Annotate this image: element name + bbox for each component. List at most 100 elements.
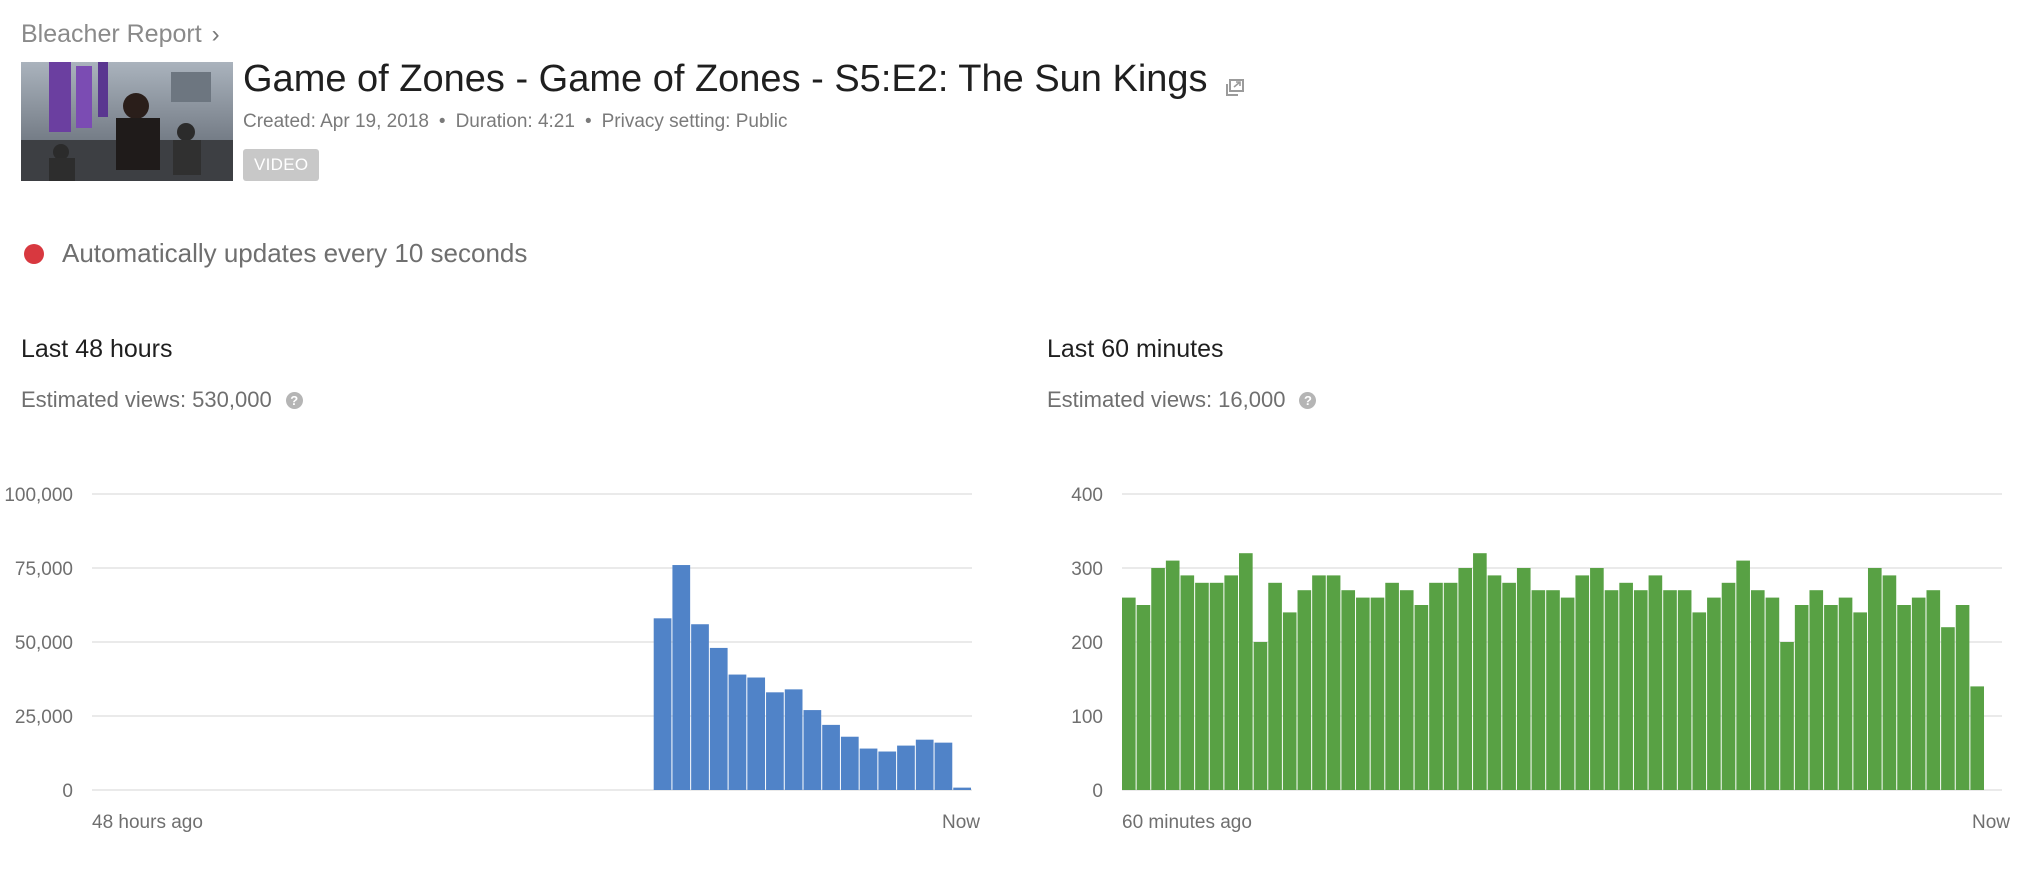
- estimated-views-60m: Estimated views: 16,000 ?: [1047, 387, 1317, 413]
- created-date: Created: Apr 19, 2018: [243, 111, 429, 132]
- bar-60m: [1926, 590, 1941, 790]
- bar-60m: [1765, 597, 1780, 790]
- bar-48h: [934, 742, 953, 790]
- x-axis-end-label: Now: [1972, 812, 2010, 833]
- breadcrumb-channel-link[interactable]: Bleacher Report: [21, 20, 202, 48]
- separator: •: [584, 111, 592, 132]
- help-icon[interactable]: ?: [285, 391, 303, 409]
- bar-48h: [953, 787, 971, 790]
- bar-60m: [1165, 560, 1180, 790]
- bar-60m: [1780, 642, 1794, 790]
- bar-60m: [1941, 627, 1955, 790]
- bar-48h: [766, 692, 784, 790]
- panel-title-48h: Last 48 hours: [21, 335, 173, 363]
- chevron-right-icon: ›: [211, 20, 220, 48]
- bar-60m: [1648, 575, 1663, 790]
- bar-60m: [1195, 582, 1209, 790]
- bar-48h: [915, 739, 934, 790]
- video-title: Game of Zones - Game of Zones - S5:E2: T…: [243, 58, 1246, 101]
- bar-60m: [1151, 568, 1165, 790]
- estimated-views-48h: Estimated views: 530,000 ?: [21, 387, 303, 413]
- bar-60m: [1911, 597, 1926, 790]
- y-tick-label: 100,000: [4, 485, 73, 506]
- bar-60m: [1282, 612, 1297, 790]
- bar-60m: [1560, 597, 1575, 790]
- bar-48h: [784, 689, 803, 790]
- bar-60m: [1341, 590, 1356, 790]
- bar-60m: [1663, 590, 1677, 790]
- panel-title-60m: Last 60 minutes: [1047, 335, 1224, 363]
- bar-48h: [709, 647, 728, 790]
- live-update-indicator: Automatically updates every 10 seconds: [24, 238, 527, 269]
- bar-48h: [803, 710, 822, 790]
- privacy-setting: Privacy setting: Public: [601, 111, 788, 132]
- video-type-badge: VIDEO: [243, 149, 320, 181]
- bar-48h: [897, 745, 915, 790]
- bar-60m: [1794, 605, 1809, 790]
- bar-60m: [1707, 597, 1721, 790]
- bar-48h: [691, 624, 709, 790]
- bar-48h: [728, 674, 747, 790]
- bar-48h: [840, 736, 859, 790]
- y-tick-label: 75,000: [15, 559, 73, 580]
- bar-60m: [1370, 597, 1385, 790]
- bar-48h: [822, 724, 840, 790]
- bar-60m: [1736, 560, 1750, 790]
- bar-60m: [1473, 553, 1487, 790]
- breadcrumb[interactable]: Bleacher Report ›: [21, 20, 220, 49]
- bar-48h: [878, 751, 897, 790]
- bar-60m: [1253, 642, 1268, 790]
- duration: Duration: 4:21: [455, 111, 575, 132]
- live-update-text: Automatically updates every 10 seconds: [62, 238, 528, 268]
- x-axis-start-label: 48 hours ago: [92, 812, 203, 833]
- y-tick-label: 50,000: [15, 633, 73, 654]
- y-tick-label: 25,000: [15, 707, 73, 728]
- open-external-icon[interactable]: [1222, 68, 1246, 96]
- thumbnail-image: [21, 62, 233, 181]
- bar-60m: [1897, 605, 1911, 790]
- bar-60m: [1414, 605, 1429, 790]
- separator: •: [438, 111, 446, 132]
- bar-60m: [1867, 568, 1882, 790]
- bar-60m: [1677, 590, 1692, 790]
- bar-60m: [1853, 612, 1867, 790]
- bar-60m: [1297, 590, 1312, 790]
- bar-60m: [1443, 582, 1458, 790]
- bar-60m: [1955, 605, 1970, 790]
- bar-48h: [859, 748, 878, 790]
- bar-60m: [1531, 590, 1546, 790]
- bar-60m: [1326, 575, 1341, 790]
- bar-60m: [1546, 590, 1560, 790]
- bar-60m: [1458, 568, 1473, 790]
- bar-60m: [1590, 568, 1604, 790]
- bar-60m: [1268, 582, 1282, 790]
- bar-60m: [1399, 590, 1414, 790]
- bar-60m: [1970, 686, 1984, 790]
- live-dot-icon: [24, 243, 44, 264]
- y-tick-label: 400: [1071, 485, 1103, 506]
- video-title-text: Game of Zones - Game of Zones - S5:E2: T…: [243, 58, 1208, 100]
- bar-48h: [653, 618, 672, 790]
- help-icon[interactable]: ?: [1299, 391, 1317, 409]
- bar-60m: [1619, 582, 1633, 790]
- video-thumbnail[interactable]: [21, 62, 233, 181]
- estimated-views-60m-text: Estimated views: 16,000: [1047, 387, 1286, 412]
- y-tick-label: 200: [1071, 633, 1103, 654]
- bar-60m: [1721, 582, 1736, 790]
- bar-60m: [1429, 582, 1443, 790]
- bar-48h: [672, 565, 691, 790]
- x-axis-end-label: Now: [942, 812, 980, 833]
- bar-60m: [1838, 597, 1853, 790]
- estimated-views-48h-text: Estimated views: 530,000: [21, 387, 272, 412]
- bar-60m: [1385, 582, 1399, 790]
- bar-60m: [1356, 597, 1370, 790]
- bar-60m: [1312, 575, 1326, 790]
- y-tick-label: 0: [1092, 781, 1103, 802]
- y-tick-label: 0: [62, 781, 73, 802]
- bar-60m: [1824, 605, 1838, 790]
- bar-60m: [1136, 605, 1151, 790]
- bar-60m: [1239, 553, 1253, 790]
- video-metadata: Created: Apr 19, 2018 • Duration: 4:21 • Pri…: [243, 111, 787, 133]
- bar-60m: [1809, 590, 1824, 790]
